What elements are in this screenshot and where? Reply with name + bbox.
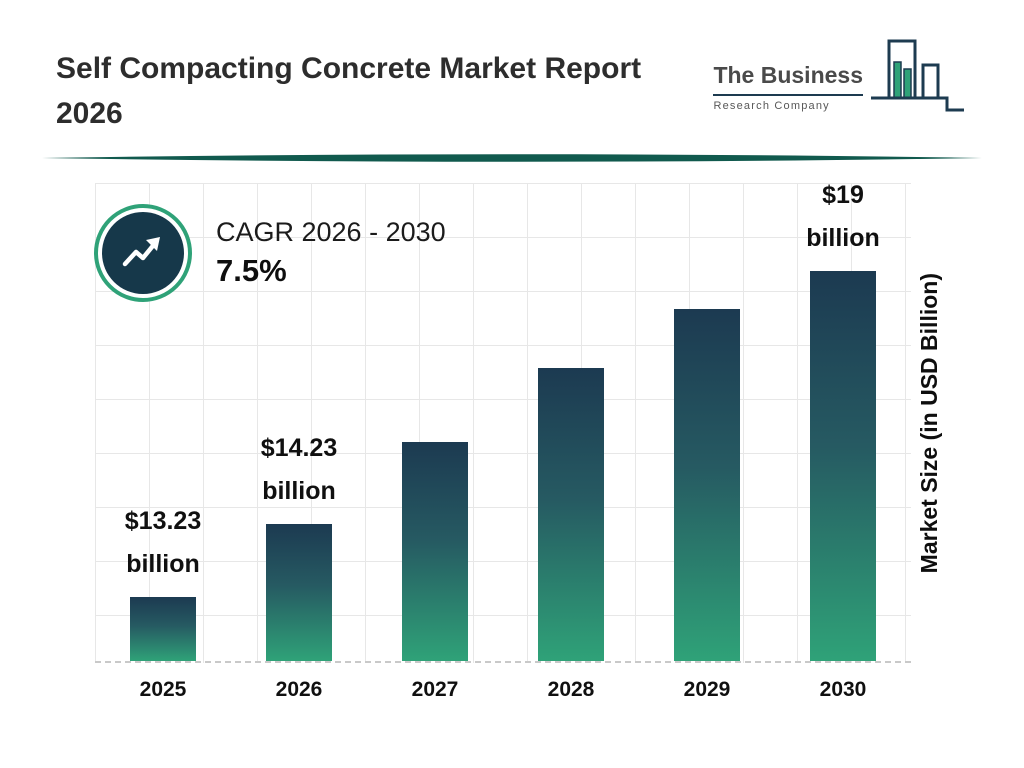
bar-slot-2030: $19 billion <box>775 181 911 661</box>
page-title-line2: 2026 <box>56 97 123 130</box>
bar-slot-2025: $13.23 billion <box>95 183 231 661</box>
bar-value-label-2025: $13.23 billion <box>124 506 202 579</box>
bar-2029 <box>674 309 740 661</box>
x-axis-label-2030: 2030 <box>819 678 867 701</box>
page-title-line1: Self Compacting Concrete Market Report <box>56 52 642 85</box>
company-logo-text: The Business Research Company <box>713 62 863 112</box>
company-logo: The Business Research Company <box>713 38 966 118</box>
page-title: Self Compacting Concrete Market Report 2… <box>56 46 736 136</box>
logo-bar-chart-icon <box>871 39 964 112</box>
divider-line <box>42 154 982 162</box>
cagr-value: 7.5% <box>216 253 287 288</box>
bar-slot-2027 <box>367 183 503 661</box>
bar-value-label-2030: $19 billion <box>806 180 880 253</box>
x-axis-label-2029: 2029 <box>683 678 731 701</box>
bar-2030 <box>810 271 876 661</box>
bar-slot-2026: $14.23 billion <box>231 183 367 661</box>
cagr-label: CAGR 2026 - 2030 <box>216 217 446 247</box>
bar-slot-2029 <box>639 183 775 661</box>
x-axis-label-2026: 2026 <box>275 678 323 701</box>
bar-2027 <box>402 442 468 661</box>
x-axis-label-2028: 2028 <box>547 678 595 701</box>
cagr-badge: CAGR 2026 - 2030 7.5% <box>94 204 446 302</box>
x-axis-label-2027: 2027 <box>411 678 459 701</box>
cagr-ring <box>94 204 192 302</box>
bar-slot-2028 <box>503 183 639 661</box>
cagr-text: CAGR 2026 - 2030 7.5% <box>216 217 446 289</box>
plot-area: $13.23 billion $14.23 billion $19 billion <box>95 181 911 663</box>
growth-arrow-icon <box>102 212 184 294</box>
y-axis-label: Market Size (in USD Billion) <box>915 272 942 574</box>
bar-2026 <box>266 524 332 661</box>
bar-2025 <box>130 597 196 661</box>
x-axis: 2025 2026 2027 2028 2029 2030 <box>95 678 911 702</box>
x-axis-label-2025: 2025 <box>139 678 187 701</box>
bar-2028 <box>538 368 604 661</box>
company-subtitle: Research Company <box>713 100 830 112</box>
company-name: The Business <box>713 62 863 96</box>
bar-value-label-2026: $14.23 billion <box>260 433 338 506</box>
